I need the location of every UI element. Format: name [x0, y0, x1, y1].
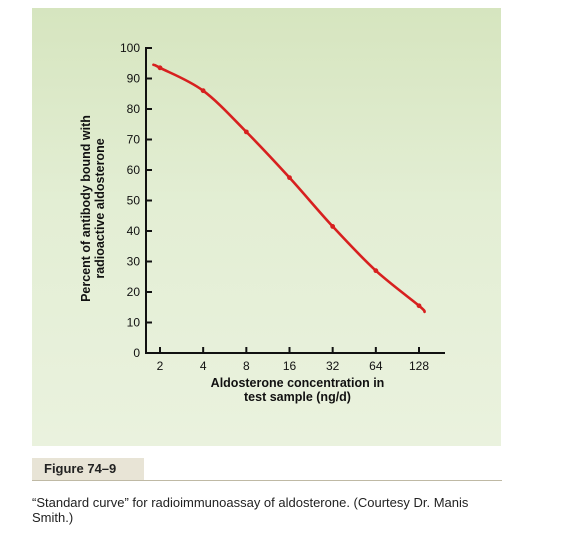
figure-divider: [32, 480, 502, 481]
y-tick-label: 20: [127, 285, 141, 299]
x-tick-label: 128: [409, 359, 429, 373]
data-point: [243, 129, 249, 135]
data-point: [157, 65, 163, 71]
x-tick-label: 16: [283, 359, 297, 373]
x-tick-label: 64: [369, 359, 383, 373]
y-tick-label: 100: [120, 41, 140, 55]
x-tick-label: 32: [326, 359, 340, 373]
data-point: [330, 224, 336, 229]
x-axis-label: Aldosterone concentration in: [211, 376, 385, 390]
y-tick-label: 70: [127, 133, 141, 147]
chart: 0 10 20 30 40 50 60 70 80 90 100 2 4 8 16 32 64 128 Aldost…: [79, 41, 445, 404]
y-tick-label: 60: [127, 163, 141, 177]
figure-label: Figure 74–9: [32, 458, 144, 480]
y-tick-label: 10: [127, 316, 141, 330]
y-tick-label: 50: [127, 194, 141, 208]
standard-curve-line: [152, 63, 426, 314]
data-point: [373, 268, 379, 274]
y-axis-label: Percent of antibody bound with: [79, 115, 93, 302]
x-tick-label: 4: [200, 359, 207, 373]
y-axis-label: radioactive aldosterone: [93, 138, 107, 278]
figure-caption: “Standard curve” for radioimmunoassay of…: [32, 495, 469, 525]
y-tick-label: 0: [133, 346, 140, 360]
x-tick-label: 8: [243, 359, 250, 373]
figure-panel: 0 10 20 30 40 50 60 70 80 90 100 2 4 8 16 32 64 128 Aldost…: [32, 8, 501, 446]
x-axis-label: test sample (ng/d): [244, 390, 351, 404]
y-tick-label: 40: [127, 224, 141, 238]
y-tick-label: 30: [127, 255, 141, 269]
y-tick-label: 90: [127, 72, 141, 86]
data-point: [287, 175, 292, 181]
y-tick-label: 80: [127, 102, 141, 116]
data-point: [416, 303, 422, 309]
x-tick-label: 2: [157, 359, 164, 373]
data-point: [200, 88, 206, 94]
